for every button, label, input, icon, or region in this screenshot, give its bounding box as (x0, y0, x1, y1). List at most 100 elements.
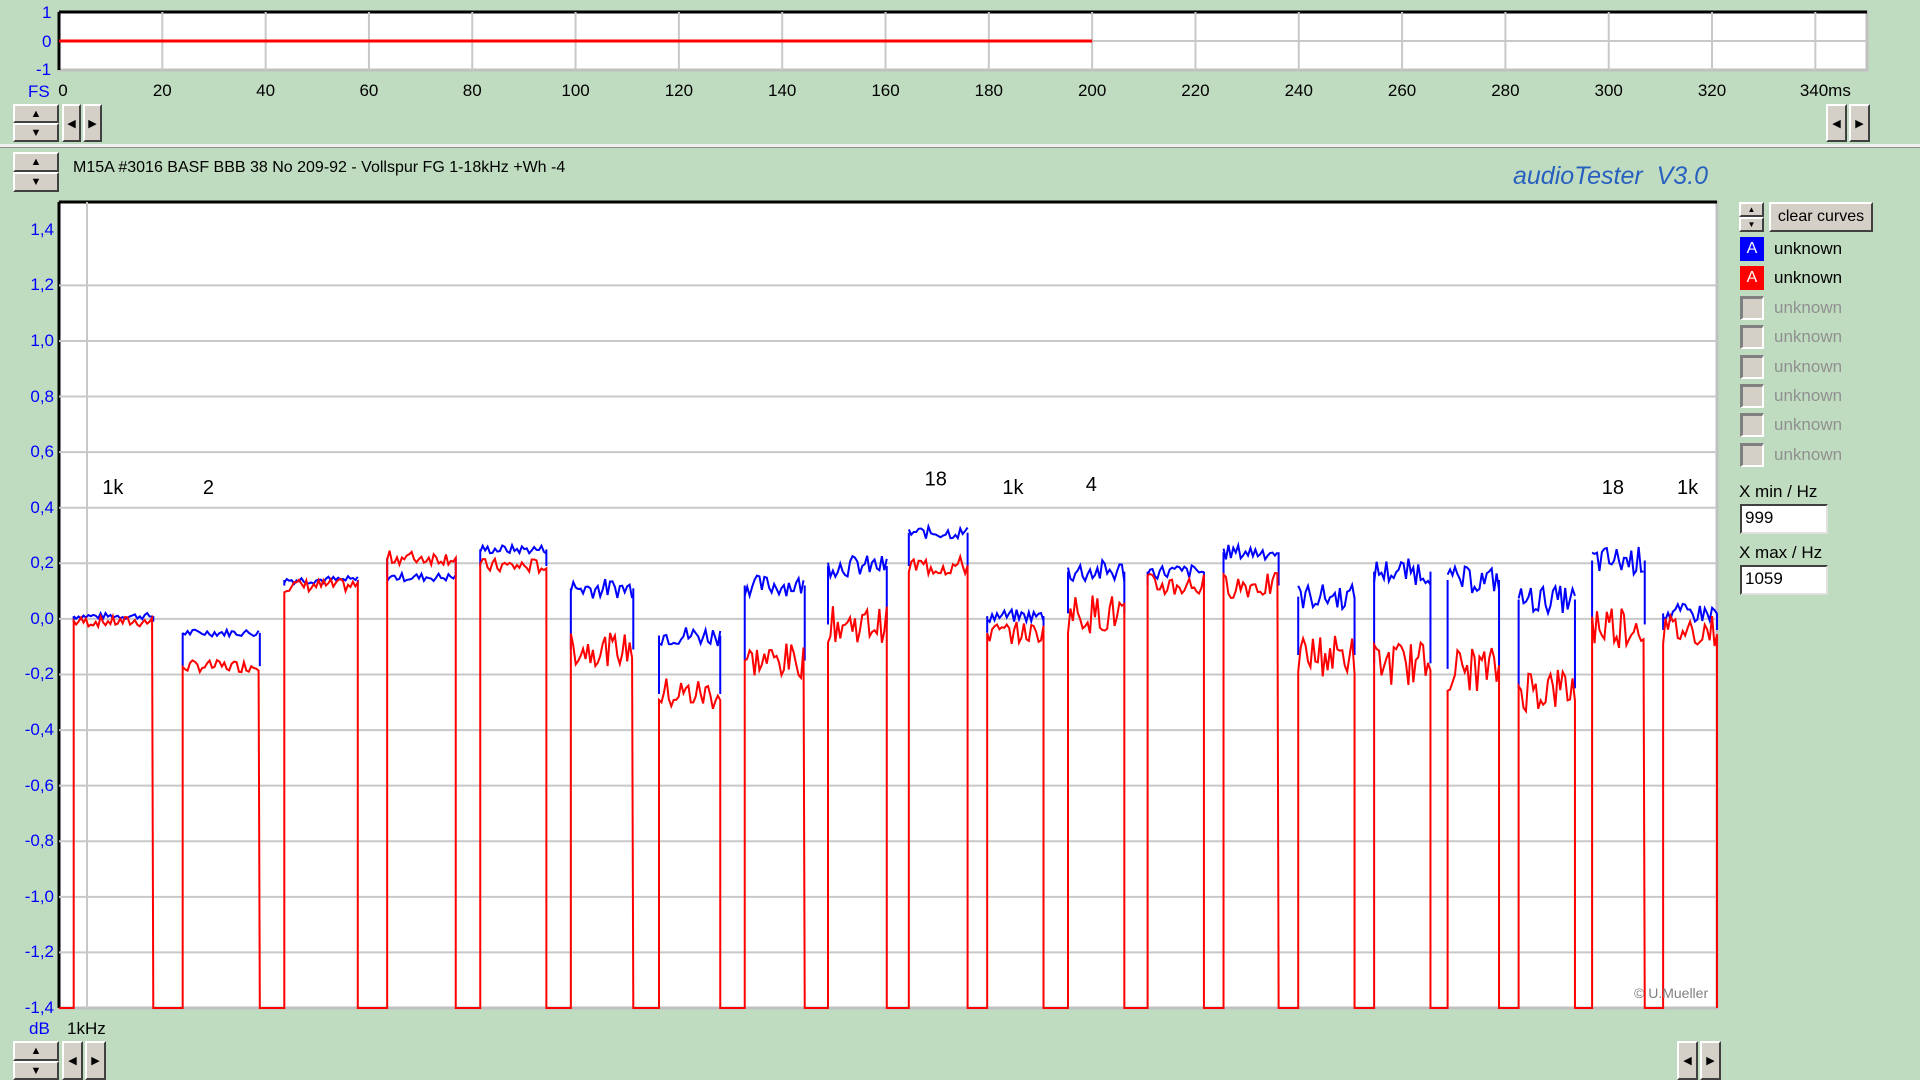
curve-select-up-button[interactable]: ▲ (1739, 202, 1764, 217)
red-curve (59, 550, 1718, 1009)
curve-empty-swatch[interactable] (1740, 413, 1764, 438)
main-ytick: -1,2 (24, 942, 54, 962)
top-y-unit: FS (28, 82, 50, 101)
top-scroll-left-button[interactable]: ◀ (62, 104, 81, 142)
legend-label: unknown (1774, 268, 1843, 288)
main-scale-down-button[interactable]: ▼ (13, 172, 59, 192)
main-ytick: -0,2 (24, 664, 54, 684)
top-right-scroll-left-button[interactable]: ◀ (1826, 104, 1847, 142)
main-ytick: 1,0 (30, 330, 54, 350)
blue-curve-segment (986, 607, 1045, 626)
blue-curve-segment (658, 625, 722, 647)
top-xtick: 40 (256, 81, 276, 100)
curve-select-down-button[interactable]: ▼ (1739, 217, 1764, 232)
top-xtick: 180 (974, 81, 1004, 100)
main-scale-up-button[interactable]: ▲ (13, 152, 59, 172)
main-ytick: 0,2 (30, 553, 54, 573)
top-xtick: 120 (664, 81, 694, 100)
main-ytick: -0,4 (24, 720, 54, 740)
legend-label: unknown (1774, 415, 1843, 435)
top-scroll-right-button[interactable]: ▶ (83, 104, 102, 142)
bottom-scroll-right-button[interactable]: ▶ (85, 1041, 106, 1080)
main-ytick: 0,0 (30, 608, 54, 628)
bottom-right-scroll-left-button[interactable]: ◀ (1677, 1041, 1698, 1080)
top-xtick: 100 (561, 81, 590, 100)
clear-curves-button[interactable]: clear curves (1769, 202, 1873, 232)
curve-empty-swatch[interactable] (1740, 295, 1764, 320)
xmax-input[interactable]: 1059 (1740, 565, 1828, 595)
blue-curve-segment (1297, 581, 1356, 612)
curve-empty-swatch[interactable] (1740, 442, 1764, 467)
top-xtick: 160 (871, 81, 900, 100)
bottom-scale-up-button[interactable]: ▲ (13, 1041, 59, 1061)
top-xtick: 220 (1181, 81, 1210, 100)
main-ytick: -0,6 (24, 775, 54, 795)
legend-label: unknown (1774, 297, 1843, 317)
top-ytick: 0 (42, 32, 52, 51)
legend-item[interactable]: unknown (1740, 324, 1842, 350)
bottom-scroll-left-button[interactable]: ◀ (62, 1041, 83, 1080)
blue-curve-segment (182, 627, 260, 639)
legend-label: unknown (1774, 444, 1843, 464)
blue-curve-segment (907, 522, 969, 541)
panel-divider[interactable] (0, 144, 1920, 148)
legend-item[interactable]: unknown (1740, 354, 1842, 380)
main-ytick: 0,4 (30, 497, 54, 517)
top-scale-up-button[interactable]: ▲ (13, 104, 59, 123)
top-xtick: 60 (359, 81, 379, 100)
bottom-scale-down-button[interactable]: ▼ (13, 1061, 59, 1080)
legend-label: unknown (1774, 239, 1843, 258)
xmax-label: X max / Hz (1739, 543, 1823, 562)
legend-label: unknown (1774, 327, 1843, 347)
blue-curve-segment (743, 574, 805, 600)
legend-item[interactable]: unknown (1740, 295, 1842, 321)
top-scale-down-button[interactable]: ▼ (13, 123, 59, 142)
legend-item[interactable]: unknown (1740, 442, 1842, 468)
main-ytick: -1,0 (24, 886, 54, 906)
time-signal-chart (57, 10, 1869, 72)
main-ytick: -0,8 (24, 831, 54, 851)
frequency-annotation: 18 (1602, 477, 1624, 499)
curve-empty-swatch[interactable] (1740, 384, 1764, 408)
top-xtick: 20 (152, 81, 172, 100)
blue-curve-segment (569, 578, 634, 601)
top-xtick: 240 (1284, 81, 1313, 100)
top-ytick: 1 (42, 3, 52, 22)
frequency-annotation: 4 (1086, 474, 1097, 496)
top-xtick: 320 (1697, 81, 1727, 100)
top-xtick: 260 (1387, 81, 1417, 100)
measurement-title: M15A #3016 BASF BBB 38 No 209-92 - Volls… (73, 159, 566, 176)
legend-item[interactable]: unknown (1740, 412, 1842, 438)
frequency-annotation: 1k (1002, 477, 1024, 499)
legend-label: unknown (1774, 386, 1843, 405)
app-title: audioTester V3.0 (1513, 162, 1709, 190)
blue-curve-segment (1146, 563, 1205, 581)
frequency-annotation: 2 (203, 477, 214, 499)
blue-curve-segment (1662, 601, 1718, 625)
curve-color-swatch[interactable]: A (1740, 237, 1764, 261)
curve-color-swatch[interactable]: A (1740, 266, 1764, 291)
blue-curve-segment (1067, 557, 1126, 584)
curve-empty-swatch[interactable] (1740, 325, 1764, 350)
blue-curve-segment (479, 542, 547, 556)
main-ytick: 1,2 (30, 275, 54, 295)
top-right-scroll-right-button[interactable]: ▶ (1849, 104, 1870, 142)
curve-empty-swatch[interactable] (1740, 354, 1764, 379)
xmin-label: X min / Hz (1739, 482, 1818, 501)
copyright-label: © U.Mueller (1634, 985, 1709, 1001)
top-xtick: 300 (1594, 81, 1623, 100)
top-xtick: 0 (58, 81, 68, 100)
blue-curve-segment (1591, 546, 1644, 578)
bottom-right-scroll-right-button[interactable]: ▶ (1700, 1041, 1721, 1080)
top-xtick: 200 (1077, 81, 1107, 100)
xmin-input[interactable]: 999 (1740, 504, 1828, 534)
blue-curve-segment (1517, 583, 1576, 617)
frequency-annotation: 18 (925, 468, 947, 490)
blue-curve-segment (283, 574, 359, 586)
main-ytick: 0,8 (30, 386, 54, 406)
legend-item[interactable]: unknown (1740, 383, 1842, 409)
main-x-label: 1kHz (67, 1019, 106, 1038)
main-ytick: -1,4 (24, 998, 54, 1017)
